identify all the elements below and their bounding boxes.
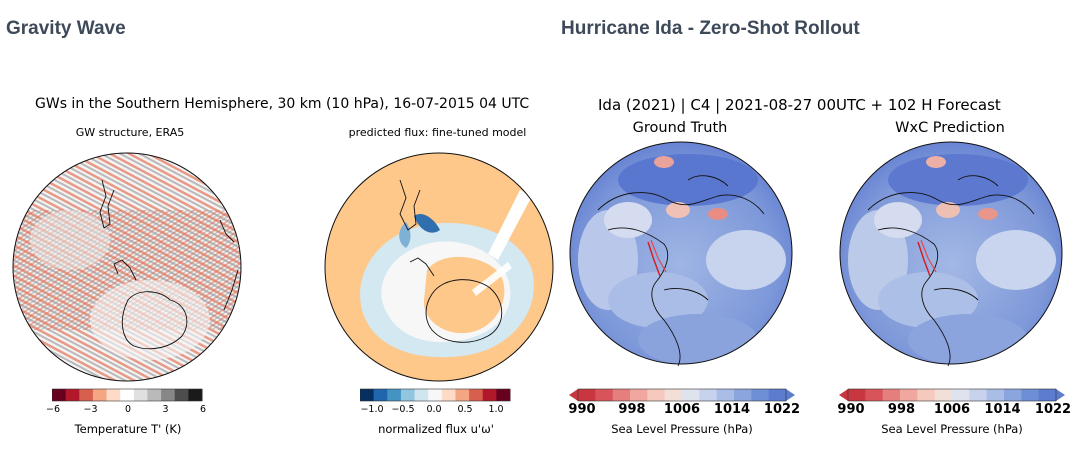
colorbar-tick-label: 0 <box>124 404 132 415</box>
flux-colorbar-label: normalized flux u'ω' <box>378 422 494 436</box>
colorbar-segment <box>848 389 866 401</box>
colorbar-segment <box>716 389 735 401</box>
colorbar-segment <box>92 389 108 401</box>
colorbar-segment <box>1038 389 1057 401</box>
colorbar-segment <box>161 389 176 401</box>
gravity-wave-heading: Gravity Wave <box>6 18 126 39</box>
colorbar-segment <box>1004 389 1022 401</box>
colorbar-segment <box>79 389 94 401</box>
pressure-colorbar-truth <box>569 388 795 402</box>
ida-figure-title: Ida (2021) | C4 | 2021-08-27 00UTC + 102… <box>598 96 1001 114</box>
gw-structure-title: GW structure, ERA5 <box>75 126 185 139</box>
colorbar-tick-label: 990 <box>568 402 596 417</box>
colorbar-tick-label: 0.5 <box>457 404 473 415</box>
colorbar-border <box>360 388 511 402</box>
colorbar-border <box>52 388 203 402</box>
colorbar-segment <box>414 389 429 401</box>
colorbar-segment <box>699 389 718 401</box>
colorbar-segment <box>106 389 121 401</box>
colorbar-max-arrow <box>786 389 795 401</box>
ground-truth-title: Ground Truth <box>632 120 728 136</box>
colorbar-segment <box>174 389 189 401</box>
colorbar-tick-label: 998 <box>887 402 916 417</box>
gw-structure-globe <box>12 152 242 382</box>
colorbar-segment <box>630 389 648 401</box>
colorbar-segment <box>455 389 470 401</box>
colorbar-tick-label: 6 <box>199 404 207 415</box>
colorbar-tick-label: 1006 <box>933 402 971 417</box>
colorbar-tick-label: 1.0 <box>488 404 504 415</box>
colorbar-segment <box>751 389 770 401</box>
colorbar-tick-label: 990 <box>837 402 865 417</box>
colorbar-segment <box>1021 389 1040 401</box>
colorbar-segment <box>400 389 416 401</box>
colorbar-border <box>847 388 1057 402</box>
colorbar-tick-label: 1022 <box>1034 402 1072 417</box>
colorbar-segment <box>664 389 683 401</box>
temperature-colorbar <box>52 388 203 402</box>
colorbar-segment <box>578 389 596 401</box>
colorbar-segment <box>188 389 203 401</box>
colorbar-tick-label: 998 <box>618 402 646 417</box>
temperature-colorbar-label: Temperature T' (K) <box>74 422 182 436</box>
pressure-colorbar-truth-label: Sea Level Pressure (hPa) <box>611 422 753 436</box>
colorbar-border <box>577 388 787 402</box>
colorbar-segment <box>882 389 901 401</box>
hurricane-ida-heading: Hurricane Ida - Zero-Shot Rollout <box>561 18 860 39</box>
colorbar-segment <box>482 389 497 401</box>
colorbar-segment <box>734 389 752 401</box>
colorbar-segment <box>768 389 787 401</box>
colorbar-min-arrow <box>839 389 848 401</box>
colorbar-segment <box>917 389 936 401</box>
colorbar-min-arrow <box>569 389 578 401</box>
colorbar-segment <box>52 389 67 401</box>
flux-colorbar <box>360 388 511 402</box>
colorbar-segment <box>647 389 666 401</box>
colorbar-segment <box>986 389 1005 401</box>
colorbar-segment <box>595 389 614 401</box>
colorbar-tick-label: 0.0 <box>426 404 442 415</box>
colorbar-segment <box>934 389 953 401</box>
colorbar-tick-label: −1.0 <box>360 404 384 415</box>
colorbar-segment <box>441 389 456 401</box>
wxc-prediction-title: WxC Prediction <box>895 120 1005 136</box>
wxc-prediction-globe <box>839 141 1063 366</box>
colorbar-tick-label: 1014 <box>713 402 751 417</box>
colorbar-segment <box>373 389 388 401</box>
ground-truth-globe <box>569 141 793 366</box>
colorbar-tick-label: 1022 <box>763 402 801 417</box>
colorbar-segment <box>469 389 484 401</box>
predicted-flux-globe <box>324 152 554 382</box>
colorbar-segment <box>428 389 443 401</box>
colorbar-max-arrow <box>1056 389 1065 401</box>
colorbar-segment <box>865 389 884 401</box>
colorbar-tick-label: 1014 <box>984 402 1021 417</box>
colorbar-segment <box>120 389 135 401</box>
gw-figure-title: GWs in the Southern Hemisphere, 30 km (1… <box>35 96 530 112</box>
colorbar-segment <box>496 389 511 401</box>
colorbar-tick-label: 1006 <box>663 402 701 417</box>
colorbar-segment <box>900 389 918 401</box>
colorbar-segment <box>612 389 631 401</box>
colorbar-segment <box>360 389 375 401</box>
colorbar-tick-label: −6 <box>45 404 61 415</box>
colorbar-segment <box>133 389 148 401</box>
colorbar-segment <box>147 389 162 401</box>
pressure-colorbar-pred <box>839 388 1065 402</box>
colorbar-segment <box>682 389 700 401</box>
colorbar-segment <box>969 389 988 401</box>
colorbar-tick-label: 3 <box>162 404 169 415</box>
colorbar-segment <box>65 389 80 401</box>
colorbar-tick-label: −3 <box>83 404 98 415</box>
colorbar-segment <box>952 389 970 401</box>
pressure-colorbar-pred-label: Sea Level Pressure (hPa) <box>881 422 1023 436</box>
predicted-flux-title: predicted flux: fine-tuned model <box>348 126 527 139</box>
colorbar-segment <box>387 389 402 401</box>
colorbar-tick-label: −0.5 <box>391 404 415 415</box>
